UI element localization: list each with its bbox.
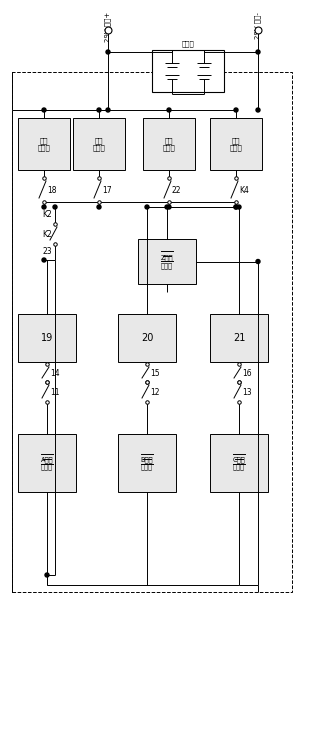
Text: 放电
调节器: 放电 调节器 — [230, 137, 242, 151]
Text: 放电
调节器: 放电 调节器 — [163, 137, 175, 151]
Text: 11: 11 — [50, 388, 60, 397]
Bar — [210, 314, 268, 362]
Circle shape — [42, 258, 46, 262]
Circle shape — [234, 205, 238, 209]
Circle shape — [167, 108, 171, 112]
Text: 18: 18 — [47, 186, 56, 195]
Bar — [210, 434, 268, 492]
Circle shape — [256, 50, 260, 54]
Circle shape — [97, 205, 101, 209]
Text: K2: K2 — [42, 210, 52, 219]
Circle shape — [106, 108, 110, 112]
Circle shape — [106, 50, 110, 54]
Circle shape — [45, 573, 49, 577]
Text: 21: 21 — [233, 333, 245, 343]
Bar — [73, 118, 125, 170]
Text: Z器蓄
电池组: Z器蓄 电池组 — [161, 255, 173, 269]
Bar — [143, 118, 195, 170]
Text: 19: 19 — [41, 333, 53, 343]
Text: 22: 22 — [172, 186, 181, 195]
Text: 16: 16 — [242, 369, 252, 377]
Text: 15: 15 — [150, 369, 160, 377]
Text: C器蓄
电池组: C器蓄 电池组 — [233, 456, 245, 470]
Circle shape — [234, 108, 238, 112]
Text: 13: 13 — [242, 388, 252, 397]
Bar — [12, 72, 292, 592]
Text: K4: K4 — [239, 186, 249, 195]
Text: B器蓄
电池组: B器蓄 电池组 — [141, 456, 153, 470]
Circle shape — [145, 205, 149, 209]
Circle shape — [53, 205, 57, 209]
Circle shape — [237, 205, 241, 209]
Bar — [152, 50, 224, 92]
Text: 12: 12 — [150, 388, 160, 397]
Text: 29V 母线-: 29V 母线- — [255, 12, 261, 39]
Circle shape — [256, 108, 260, 112]
Text: 20: 20 — [141, 333, 153, 343]
Bar — [18, 314, 76, 362]
Text: 申联座: 申联座 — [182, 41, 194, 47]
Text: 放电
调节器: 放电 调节器 — [93, 137, 105, 151]
Bar — [118, 434, 176, 492]
Circle shape — [256, 260, 260, 263]
Bar — [138, 239, 196, 284]
Bar — [18, 118, 70, 170]
Circle shape — [167, 205, 171, 209]
Text: 放电
调节器: 放电 调节器 — [38, 137, 51, 151]
Circle shape — [165, 205, 169, 209]
Text: 23: 23 — [42, 247, 52, 256]
Circle shape — [42, 205, 46, 209]
Text: K2: K2 — [42, 229, 52, 238]
Circle shape — [42, 108, 46, 112]
Text: 14: 14 — [50, 369, 60, 377]
Text: 17: 17 — [102, 186, 112, 195]
Text: 29V 母线+: 29V 母线+ — [105, 12, 111, 42]
Text: A器蓄
电池组: A器蓄 电池组 — [41, 456, 53, 470]
Bar — [210, 118, 262, 170]
Circle shape — [97, 108, 101, 112]
Bar — [18, 434, 76, 492]
Circle shape — [234, 205, 238, 209]
Bar — [118, 314, 176, 362]
